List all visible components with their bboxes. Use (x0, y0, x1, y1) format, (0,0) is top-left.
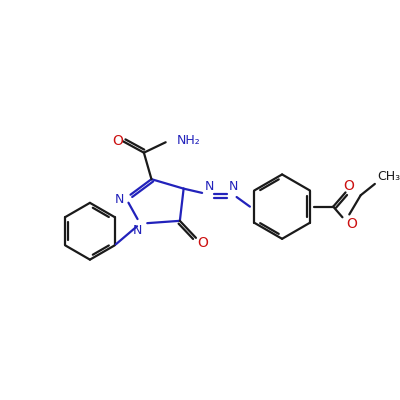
Text: O: O (112, 134, 123, 148)
Text: O: O (197, 236, 208, 250)
Text: O: O (346, 217, 357, 231)
Text: N: N (132, 224, 142, 237)
Text: N: N (114, 192, 124, 206)
Text: O: O (343, 179, 354, 193)
Text: CH₃: CH₃ (378, 170, 400, 183)
Text: N: N (229, 180, 238, 193)
Text: N: N (204, 180, 214, 193)
Text: NH₂: NH₂ (177, 134, 201, 147)
